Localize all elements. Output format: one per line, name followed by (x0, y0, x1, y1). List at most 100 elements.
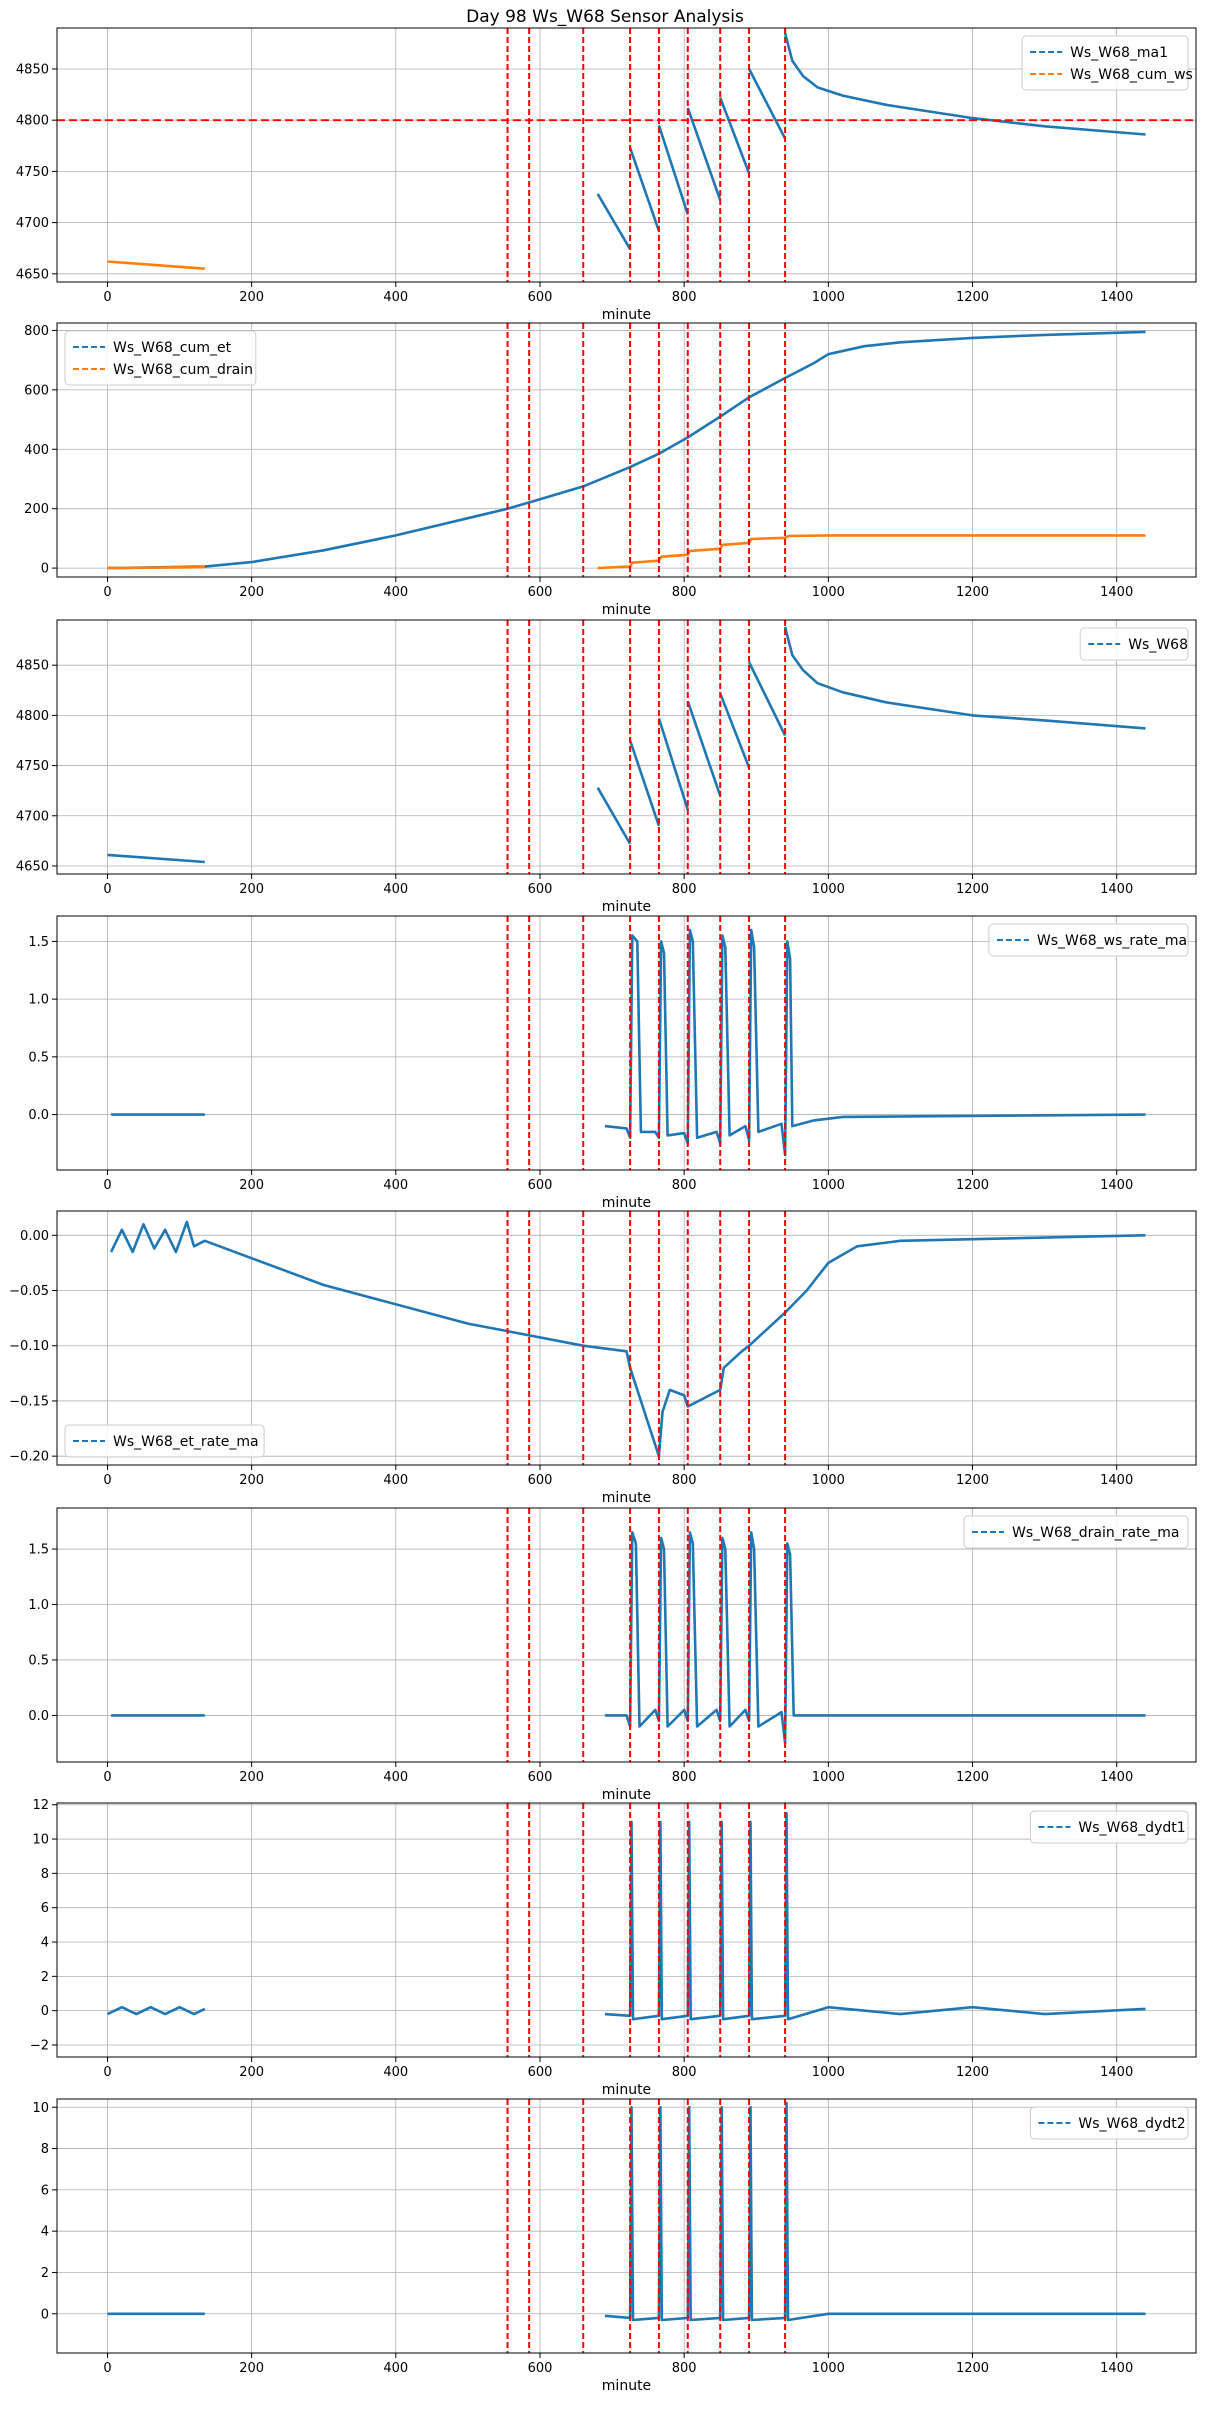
y-tick-label: 12 (32, 1798, 49, 1813)
x-tick-label: 1400 (1100, 1770, 1133, 1785)
y-tick-label: 600 (24, 383, 49, 398)
plot-area (111, 1508, 1146, 1762)
plot-area (106, 1803, 1146, 2057)
x-tick-label: 200 (239, 585, 264, 600)
series-line-Ws_W68_drain_rate_ma (604, 1531, 1146, 1745)
y-tick-label: −0.05 (9, 1284, 49, 1299)
x-tick-label: 1200 (956, 1178, 989, 1193)
x-tick-label: 600 (528, 1770, 553, 1785)
x-tick-label: 400 (383, 290, 408, 305)
x-tick-label: 200 (239, 290, 264, 305)
y-tick-label: 1.0 (28, 1598, 49, 1613)
legend: Ws_W68_et_rate_ma (64, 1424, 265, 1458)
x-tick-label: 600 (528, 1473, 553, 1488)
legend-label: Ws_W68_ws_rate_ma (1037, 933, 1187, 949)
x-tick-label: 0 (103, 2065, 111, 2080)
y-tick-label: 0.5 (28, 1653, 49, 1668)
series-line-Ws_W68_ma1 (686, 107, 722, 201)
x-tick-label: 200 (239, 1473, 264, 1488)
x-tick-label: 1000 (812, 585, 845, 600)
legend-label: Ws_W68_cum_drain (113, 362, 253, 378)
y-tick-label: 4 (41, 1936, 49, 1951)
x-tick-label: 200 (239, 1178, 264, 1193)
y-tick-label: −0.10 (9, 1339, 49, 1354)
x-axis-label: minute (602, 1195, 651, 1211)
y-tick-label: 4800 (16, 114, 49, 129)
x-axis-label: minute (602, 899, 651, 915)
legend: Ws_W68_drain_rate_ma (963, 1515, 1189, 1549)
series-line-Ws_W68 (747, 661, 787, 737)
series-line-Ws_W68_ma1 (628, 147, 661, 232)
x-tick-label: 600 (528, 290, 553, 305)
series-line-Ws_W68 (596, 787, 632, 845)
series-line-Ws_W68 (628, 740, 661, 827)
y-tick-label: −0.20 (9, 1450, 49, 1465)
axes-frame (56, 2098, 1197, 2354)
y-tick-label: 8 (41, 1867, 49, 1882)
x-tick-label: 800 (672, 1473, 697, 1488)
x-tick-label: 0 (103, 882, 111, 897)
legend-box (64, 1424, 265, 1458)
x-tick-label: 1400 (1100, 1473, 1133, 1488)
x-tick-label: 400 (383, 1770, 408, 1785)
x-tick-label: 1200 (956, 290, 989, 305)
legend-box (1021, 35, 1189, 91)
x-tick-label: 600 (528, 1178, 553, 1193)
x-tick-label: 1000 (812, 2361, 845, 2376)
x-tick-label: 400 (383, 2361, 408, 2376)
legend: Ws_W68_cum_et Ws_W68_cum_drain (64, 330, 257, 386)
x-tick-label: 1000 (812, 290, 845, 305)
x-tick-label: 400 (383, 2065, 408, 2080)
legend: Ws_W68_ws_rate_ma (988, 923, 1189, 957)
panel-7: 0 200 400 600 800 1000 1200 1400 −2 0 2 4 6 8 10 12 minu… (30, 1798, 1197, 2098)
x-tick-label: 0 (103, 1770, 111, 1785)
series-line-Ws_W68_cum_drain (597, 534, 1146, 570)
x-tick-label: 200 (239, 882, 264, 897)
x-tick-label: 1200 (956, 1770, 989, 1785)
x-axis-label: minute (602, 602, 651, 618)
axes-frame (56, 322, 1197, 578)
y-tick-label: 0 (41, 2004, 49, 2019)
y-tick-label: 0.0 (28, 1108, 49, 1123)
x-tick-label: 1400 (1100, 2361, 1133, 2376)
x-tick-label: 600 (528, 585, 553, 600)
y-tick-label: 2 (41, 1970, 49, 1985)
y-tick-label: 4750 (16, 165, 49, 180)
x-tick-label: 800 (672, 585, 697, 600)
x-tick-label: 1000 (812, 1178, 845, 1193)
x-axis-label: minute (602, 1490, 651, 1506)
y-tick-label: 4700 (16, 809, 49, 824)
series-line-Ws_W68_ma1 (783, 32, 1146, 136)
series-line-Ws_W68_dydt1 (604, 1812, 1146, 2021)
x-tick-label: 1000 (812, 1770, 845, 1785)
y-tick-label: 4 (41, 2225, 49, 2240)
panel-1: 0 200 400 600 800 1000 1200 1400 4650 4700 4750 480… (16, 27, 1197, 323)
x-tick-label: 600 (528, 882, 553, 897)
series-line-Ws_W68_dydt1 (106, 2005, 206, 2016)
y-tick-label: 4850 (16, 62, 49, 77)
y-tick-label: 4650 (16, 267, 49, 282)
series-line-Ws_W68_et_rate_ma (109, 1220, 1146, 1458)
x-tick-label: 800 (672, 1770, 697, 1785)
legend-box (963, 1515, 1189, 1549)
y-tick-label: 10 (32, 1833, 49, 1848)
y-tick-label: 200 (24, 502, 49, 517)
x-tick-label: 1200 (956, 882, 989, 897)
axes-frame (56, 27, 1197, 283)
x-tick-label: 200 (239, 1770, 264, 1785)
legend-label: Ws_W68_cum_et (113, 340, 232, 356)
axes-frame (56, 915, 1197, 1171)
y-tick-label: 10 (32, 2101, 49, 2116)
series-line-Ws_W68 (783, 626, 1146, 730)
x-tick-label: 400 (383, 1473, 408, 1488)
x-axis-label: minute (602, 1787, 651, 1803)
panel-8: 0 200 400 600 800 1000 1200 1400 0 2 4 6 8 10 minute Ws… (32, 2098, 1197, 2394)
axes-frame (56, 1507, 1197, 1763)
x-tick-label: 1400 (1100, 290, 1133, 305)
legend: Ws_W68_dydt1 (1029, 1810, 1189, 1844)
plot-area (107, 323, 1146, 577)
x-tick-label: 1200 (956, 2361, 989, 2376)
y-tick-label: 0.0 (28, 1709, 49, 1724)
x-tick-label: 0 (103, 290, 111, 305)
x-tick-label: 1000 (812, 2065, 845, 2080)
